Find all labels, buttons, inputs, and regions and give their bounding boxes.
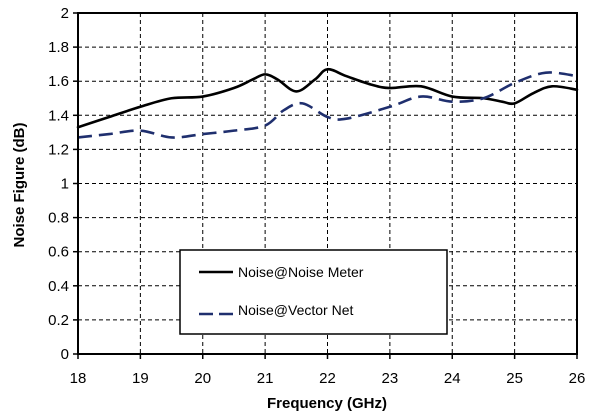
y-tick-label: 0.8 [48, 210, 69, 227]
data-series [76, 67, 579, 139]
x-axis-ticks: 18 19 20 21 22 23 24 25 26 [70, 354, 586, 387]
legend-box [179, 249, 448, 335]
x-tick-label: 25 [506, 370, 523, 387]
y-tick-label: 0 [61, 346, 69, 363]
y-tick-label: 1.8 [48, 39, 69, 56]
y-tick-label: 1.2 [48, 141, 69, 158]
series-line-vector-net [77, 71, 578, 139]
x-axis-title: Frequency (GHz) [267, 395, 387, 412]
x-tick-label: 20 [194, 370, 211, 387]
legend: Noise@Noise Meter Noise@Vector Net [179, 249, 448, 335]
x-tick-label: 26 [569, 370, 586, 387]
y-tick-label: 1 [61, 176, 69, 193]
y-axis-title: Noise Figure (dB) [11, 122, 28, 247]
plot-area-frame [77, 12, 578, 355]
y-tick-label: 2 [61, 5, 69, 22]
y-axis-ticks: 0 0.2 0.4 0.6 0.8 1 1.2 1.4 1.6 1.8 2 [48, 5, 78, 363]
y-tick-label: 1.4 [48, 107, 69, 124]
y-tick-label: 0.2 [48, 312, 69, 329]
x-tick-label: 21 [257, 370, 274, 387]
legend-label-vector-net: Noise@Vector Net [238, 302, 353, 318]
y-tick-label: 0.6 [48, 244, 69, 261]
x-tick-label: 23 [382, 370, 399, 387]
x-tick-label: 18 [70, 370, 87, 387]
y-tick-label: 0.4 [48, 278, 69, 295]
series-line-noise-meter [76, 67, 579, 129]
legend-label-noise-meter: Noise@Noise Meter [238, 264, 364, 280]
x-tick-label: 24 [444, 370, 461, 387]
y-tick-label: 1.6 [48, 73, 69, 90]
x-tick-label: 19 [132, 370, 149, 387]
x-tick-label: 22 [319, 370, 336, 387]
